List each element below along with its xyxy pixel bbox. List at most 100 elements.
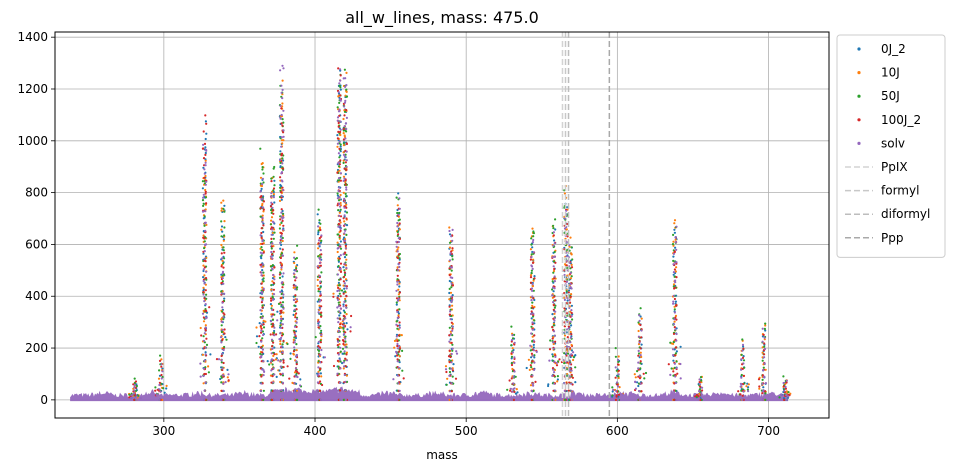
series-points-solv	[269, 192, 280, 401]
data-point	[345, 150, 348, 153]
data-point	[342, 305, 345, 308]
data-point	[220, 201, 223, 204]
data-point	[202, 276, 205, 279]
data-point	[337, 209, 340, 212]
data-point	[220, 252, 223, 255]
data-point	[554, 218, 557, 221]
data-point	[296, 286, 299, 289]
data-point	[293, 371, 297, 374]
data-point	[551, 353, 554, 356]
data-point	[259, 398, 262, 401]
data-point	[569, 271, 572, 274]
series-points-50J	[529, 230, 536, 401]
data-point	[339, 79, 342, 82]
data-point	[269, 255, 272, 258]
data-point	[672, 300, 675, 303]
data-point	[342, 151, 345, 154]
data-point	[570, 398, 573, 401]
data-point	[270, 237, 273, 240]
data-point	[339, 143, 342, 146]
data-point	[554, 261, 557, 264]
data-point	[279, 69, 282, 72]
data-point	[221, 367, 224, 370]
series-points-100J_2	[737, 347, 746, 401]
data-point	[565, 280, 569, 283]
data-point	[344, 180, 347, 183]
data-point	[337, 289, 340, 292]
data-point	[568, 301, 572, 304]
data-point	[202, 193, 205, 196]
data-point	[566, 345, 569, 348]
data-point	[570, 293, 573, 296]
data-point	[344, 77, 347, 80]
data-point	[317, 290, 320, 293]
data-point	[222, 246, 225, 249]
series-points-50J	[778, 375, 790, 401]
data-point	[764, 382, 768, 385]
data-point	[396, 266, 399, 269]
data-point	[345, 116, 348, 119]
data-point	[565, 264, 568, 267]
data-point	[280, 268, 283, 271]
data-point	[261, 214, 264, 217]
data-point	[280, 185, 283, 188]
data-point	[530, 264, 533, 267]
data-point	[259, 190, 262, 193]
data-point	[204, 192, 207, 195]
data-point	[279, 223, 282, 226]
data-point	[273, 334, 276, 337]
data-point	[294, 288, 297, 291]
data-point	[273, 179, 276, 182]
data-point	[320, 253, 323, 256]
data-point	[345, 264, 348, 267]
data-point	[336, 119, 339, 122]
data-point	[279, 241, 282, 244]
data-point	[133, 384, 136, 387]
data-point	[320, 333, 323, 337]
data-point	[344, 345, 347, 349]
data-point	[222, 382, 225, 385]
data-point	[398, 389, 401, 392]
data-point	[344, 173, 347, 176]
data-point	[531, 382, 535, 385]
data-point	[513, 343, 516, 346]
data-point	[530, 366, 533, 369]
data-point	[344, 304, 348, 307]
data-point	[345, 343, 348, 346]
data-point	[551, 256, 554, 259]
data-point	[338, 310, 341, 313]
data-point	[204, 309, 207, 312]
data-point	[397, 269, 400, 272]
data-point	[343, 232, 346, 235]
data-point	[203, 215, 206, 218]
data-point	[320, 375, 323, 378]
data-point	[317, 233, 320, 236]
data-point	[785, 398, 788, 401]
data-point	[763, 338, 766, 341]
data-point	[204, 137, 207, 141]
data-point	[294, 279, 297, 282]
data-point	[531, 241, 535, 244]
plot-data	[70, 64, 792, 402]
data-point	[398, 222, 401, 225]
data-point	[259, 215, 262, 218]
data-point	[158, 381, 161, 384]
data-point	[223, 345, 226, 349]
data-point	[553, 312, 556, 315]
data-point	[338, 202, 341, 205]
data-point	[204, 303, 207, 306]
data-point	[281, 323, 284, 326]
data-point	[262, 398, 265, 401]
data-point	[319, 367, 322, 371]
data-point	[202, 374, 205, 378]
data-point	[204, 159, 207, 162]
data-point	[570, 373, 573, 376]
data-point	[343, 256, 347, 259]
data-point	[700, 395, 703, 398]
data-point	[638, 374, 641, 378]
data-point	[552, 224, 555, 227]
data-point	[204, 120, 207, 123]
data-point	[558, 358, 561, 361]
legend-marker	[857, 141, 861, 145]
data-point	[277, 302, 281, 305]
